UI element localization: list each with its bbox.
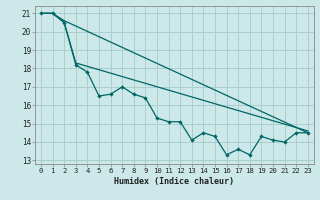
X-axis label: Humidex (Indice chaleur): Humidex (Indice chaleur) xyxy=(115,177,235,186)
